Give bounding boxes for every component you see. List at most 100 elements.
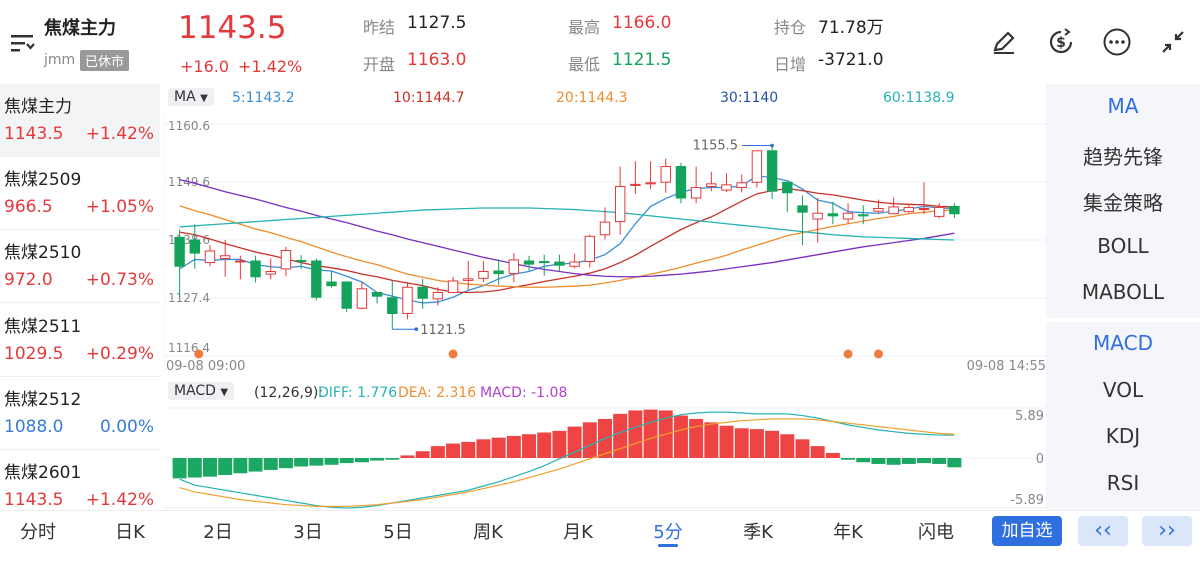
sub-indicator-option[interactable]: MACD: [1093, 331, 1153, 355]
active-tab-indicator: [658, 544, 678, 547]
low-label: 最低: [568, 55, 601, 74]
macd-bar: [415, 451, 430, 458]
sub-indicator-option[interactable]: KDJ: [1105, 424, 1141, 448]
macd-bar: [294, 458, 309, 467]
sidebar-item-name: 焦煤2512: [4, 389, 82, 410]
period-tab[interactable]: 周K: [473, 522, 503, 543]
status-badge: 已休市: [80, 50, 130, 71]
macd-bar: [461, 441, 476, 458]
sidebar-item-price: 972.0: [4, 270, 53, 291]
indicator-option[interactable]: MABOLL: [1081, 280, 1165, 304]
event-dot: [873, 349, 883, 359]
contract-sidebar: 焦煤主力 1143.5 +1.42% 焦煤2509 966.5 +1.05% 焦煤2510 9…: [0, 84, 160, 523]
sidebar-item[interactable]: 焦煤2509 966.5 +1.05%: [0, 157, 160, 231]
dea-line: [179, 418, 955, 507]
macd-bar: [354, 458, 369, 463]
sidebar-item-name: 焦煤主力: [4, 97, 72, 117]
period-tab[interactable]: 分时: [20, 522, 56, 543]
ma10-line: [179, 187, 955, 294]
macd-bar: [673, 415, 688, 458]
ma-selector[interactable]: MA ▼: [168, 88, 214, 106]
candle-body: [858, 214, 869, 217]
candle-body: [508, 259, 520, 275]
draw-pen-icon[interactable]: [986, 24, 1022, 60]
macd-value: MACD: -1.08: [480, 385, 568, 401]
currency-switch-icon[interactable]: $: [1043, 24, 1079, 60]
candlestick-chart[interactable]: 1160.61149.61138.61127.41116.41155.51121…: [164, 114, 1046, 372]
next-page-button[interactable]: ››: [1142, 516, 1192, 546]
candle-body: [706, 183, 717, 187]
more-icon[interactable]: [1099, 24, 1135, 60]
dropdown-caret-icon: ▼: [200, 93, 208, 104]
macd-bar: [263, 458, 278, 470]
candle-body: [690, 187, 702, 199]
sidebar-item-name: 焦煤2511: [4, 316, 82, 337]
indicator-option[interactable]: 趋势先锋: [1083, 144, 1163, 169]
macd-bar: [324, 458, 339, 465]
sub-indicator-option[interactable]: RSI: [1106, 470, 1140, 495]
macd-bar: [871, 458, 886, 464]
price-change: +16.0: [180, 57, 230, 76]
sidebar-item[interactable]: 焦煤2511 1029.5 +0.29%: [0, 304, 160, 377]
macd-bar: [810, 446, 825, 458]
macd-bar: [202, 458, 217, 477]
candle-body: [295, 259, 307, 262]
ma30-line: [179, 179, 955, 278]
prev-page-button[interactable]: ‹‹: [1078, 516, 1128, 546]
macd-bar: [917, 458, 932, 464]
add-watchlist-button[interactable]: 加自选: [992, 516, 1062, 546]
sidebar-item-name: 焦煤2601: [4, 463, 82, 483]
sidebar-item[interactable]: 焦煤主力 1143.5 +1.42%: [0, 84, 160, 157]
macd-bar: [248, 458, 263, 472]
period-tab[interactable]: 闪电: [918, 522, 954, 543]
macd-bar: [765, 430, 780, 458]
period-tab[interactable]: 5日: [383, 522, 413, 543]
candle-body: [311, 260, 322, 298]
macd-bar: [491, 437, 506, 458]
macd-bar: [825, 452, 840, 458]
candle-body: [174, 236, 185, 267]
candle-body: [539, 261, 550, 264]
dropdown-caret-icon: ▼: [220, 387, 229, 398]
macd-legend-bar: MACD ▼ (12,26,9): DIFF: 1.776 DEA: 2.316…: [164, 382, 1044, 406]
macd-bar: [719, 425, 734, 458]
period-tab[interactable]: 5分: [638, 518, 698, 547]
macd-bar: [233, 458, 248, 474]
macd-bar: [400, 455, 415, 458]
sidebar-item[interactable]: 焦煤2510 972.0 +0.73%: [0, 230, 160, 304]
ma10-value: 10:1144.7: [393, 90, 465, 106]
period-tab[interactable]: 日K: [115, 522, 145, 543]
sub-indicator-option[interactable]: VOL: [1102, 377, 1144, 402]
y-axis-label: 1160.6: [168, 119, 210, 133]
period-tab[interactable]: 2日: [203, 522, 233, 543]
candle-body: [219, 255, 231, 259]
open-value: 1163.0: [407, 50, 467, 70]
price-change-pct: +1.42%: [238, 57, 303, 76]
candle-body: [934, 206, 945, 217]
sidebar-item[interactable]: 焦煤2601 1143.5 +1.42%: [0, 450, 160, 523]
candle-body: [478, 270, 489, 279]
macd-bar: [385, 458, 400, 460]
prev-close-value: 1127.5: [407, 13, 467, 33]
low-value: 1121.5: [612, 50, 672, 70]
macd-chart[interactable]: 5.89 0 -5.89: [164, 406, 1046, 510]
period-tab[interactable]: 季K: [743, 522, 773, 543]
macd-bar: [932, 458, 947, 464]
candle-body: [250, 260, 261, 278]
sidebar-item-name: 焦煤2510: [4, 243, 82, 264]
collapse-icon[interactable]: [1155, 24, 1191, 60]
candle-body: [903, 206, 915, 213]
period-tab[interactable]: 月K: [563, 522, 593, 543]
candle-body: [554, 261, 565, 266]
indicator-option[interactable]: BOLL: [1097, 233, 1149, 258]
x-axis-start-label: 09-08 09:00: [166, 359, 245, 372]
sidebar-item[interactable]: 焦煤2512 1088.0 0.00%: [0, 377, 160, 450]
sidebar-item-price: 966.5: [4, 197, 53, 218]
indicator-option[interactable]: MA: [1107, 94, 1139, 118]
macd-selector[interactable]: MACD ▼: [168, 382, 235, 400]
indicator-option[interactable]: 集金策略: [1083, 191, 1163, 215]
period-tab[interactable]: 年K: [833, 522, 863, 543]
event-dot: [194, 349, 204, 359]
period-tab[interactable]: 3日: [293, 522, 323, 543]
menu-icon[interactable]: [4, 25, 40, 61]
